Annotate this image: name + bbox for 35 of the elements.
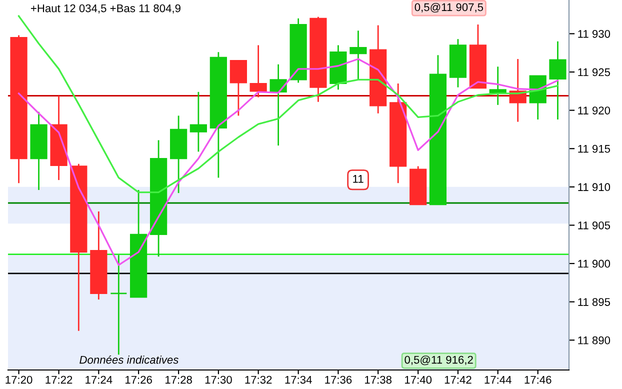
x-tick-label: 17:28 xyxy=(166,376,192,384)
x-tick-label: 17:38 xyxy=(365,376,392,384)
x-tick-label: 17:46 xyxy=(524,376,552,384)
candlestick xyxy=(350,30,367,82)
x-tick-label: 17:36 xyxy=(325,376,352,384)
x-tick-label: 17:30 xyxy=(205,376,232,384)
candlestick xyxy=(110,254,128,356)
y-tick-label: 11 895 xyxy=(578,298,610,306)
annotation: Données indicatives xyxy=(80,355,178,364)
y-tick-label: 11 910 xyxy=(578,183,610,192)
annotation: 0,5@11 907,5 xyxy=(414,2,484,13)
candlestick xyxy=(549,40,566,120)
x-tick-label: 17:20 xyxy=(6,376,32,384)
candlestick xyxy=(250,44,267,98)
x-tick-label: 17:44 xyxy=(484,376,512,384)
x-tick-label: 17:40 xyxy=(405,376,432,384)
x-tick-label: 17:24 xyxy=(86,376,112,384)
line-series xyxy=(18,15,559,194)
y-tick-label: 11 890 xyxy=(578,336,610,344)
candlestick xyxy=(230,60,247,116)
annotation: +Haut 12 034,5 +Bas 11 804,9 xyxy=(30,4,180,14)
y-tick-label: 11 925 xyxy=(578,68,610,76)
y-tick-label: 11 915 xyxy=(578,144,610,153)
x-tick-label: 17:22 xyxy=(46,376,72,384)
y-tick-label: 11 930 xyxy=(578,30,610,38)
y-tick-label: 11 920 xyxy=(578,106,610,114)
annotation: 11 xyxy=(353,175,364,183)
x-tick-label: 17:26 xyxy=(125,376,152,384)
x-tick-label: 17:34 xyxy=(285,376,312,384)
annotation: 0,5@11 916,2 xyxy=(404,356,473,366)
y-tick-label: 11 905 xyxy=(578,221,610,230)
x-tick-label: 17:32 xyxy=(245,376,272,384)
candlestick xyxy=(190,91,207,152)
y-tick-label: 11 900 xyxy=(578,260,610,268)
x-tick-label: 17:42 xyxy=(444,376,472,384)
